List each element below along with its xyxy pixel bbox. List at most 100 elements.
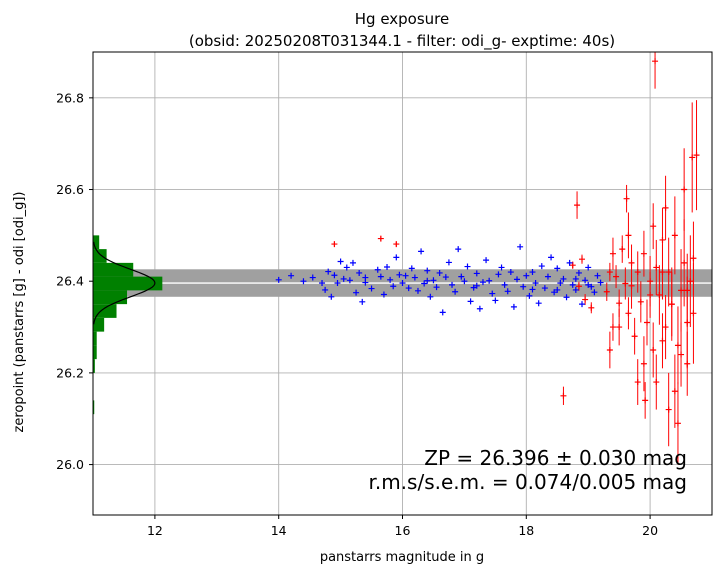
rejected-point	[659, 337, 666, 344]
histogram-bar	[93, 345, 97, 360]
rejected-point	[668, 301, 675, 308]
used-point	[362, 274, 369, 281]
rejected-point	[625, 232, 632, 239]
used-point	[319, 280, 326, 287]
used-point	[504, 288, 511, 295]
used-point	[529, 286, 536, 293]
used-point	[380, 291, 387, 298]
used-point	[411, 274, 418, 281]
chart-title-line2: (obsid: 20250208T031344.1 - filter: odi_…	[189, 32, 615, 51]
rejected-point	[653, 264, 660, 271]
histogram-bar	[93, 276, 163, 291]
used-point	[544, 273, 551, 280]
rejected-point	[574, 202, 581, 209]
used-point	[572, 286, 579, 293]
used-point	[523, 272, 530, 279]
used-point	[359, 298, 366, 305]
rejected-point	[619, 246, 626, 253]
rejected-point	[634, 379, 641, 386]
used-point	[399, 280, 406, 287]
used-point	[325, 268, 332, 275]
used-point	[421, 280, 428, 287]
used-point	[464, 263, 471, 270]
rejected-point	[616, 324, 623, 331]
rejected-point	[665, 406, 672, 413]
used-point	[551, 289, 558, 296]
used-point	[309, 274, 316, 281]
rejected-point	[678, 287, 685, 294]
used-point	[554, 265, 561, 272]
used-point	[535, 300, 542, 307]
rejected-point	[674, 342, 681, 349]
x-tick-label: 16	[395, 523, 411, 538]
rejected-point	[606, 346, 613, 353]
used-point	[334, 280, 341, 287]
rejected-point	[625, 310, 632, 317]
rms-annotation: r.m.s/s.e.m. = 0.074/0.005 mag	[368, 470, 687, 494]
rejected-point	[569, 262, 576, 269]
rejected-point	[662, 204, 669, 211]
rejected-point	[609, 324, 616, 331]
used-point	[288, 272, 295, 279]
rejected-point	[609, 250, 616, 257]
rejected-point	[640, 360, 647, 367]
rejected-point	[613, 273, 620, 280]
zp-annotation: ZP = 26.396 ± 0.030 mag	[424, 446, 687, 470]
used-point	[384, 263, 391, 270]
used-point	[374, 266, 381, 273]
used-point	[393, 254, 400, 261]
rejected-point	[690, 255, 697, 262]
used-point	[492, 297, 499, 304]
x-tick-label: 18	[518, 523, 534, 538]
used-point	[510, 303, 517, 310]
gaussian-curve	[93, 241, 156, 325]
rejected-point	[678, 351, 685, 358]
used-point	[588, 283, 595, 290]
rejected-point	[684, 360, 691, 367]
rejected-point	[634, 269, 641, 276]
used-point	[343, 264, 350, 271]
rejected-point	[656, 291, 663, 298]
used-point	[579, 301, 586, 308]
x-axis-label: panstarrs magnitude in g	[320, 550, 484, 565]
rejected-point	[377, 235, 384, 242]
rejected-point	[640, 250, 647, 257]
rejected-point	[684, 287, 691, 294]
histogram-bar	[93, 304, 117, 318]
plot-inner	[93, 52, 712, 515]
used-point	[396, 271, 403, 278]
rejected-point	[652, 58, 659, 65]
x-tick-label: 20	[642, 523, 658, 538]
used-point	[557, 280, 564, 287]
used-point	[362, 279, 369, 286]
y-axis-label: zeropoint (panstarrs [g] - odi [odi_g])	[12, 192, 27, 433]
histogram-bar	[93, 359, 95, 373]
used-point	[569, 281, 576, 288]
used-point	[458, 273, 465, 280]
used-point	[433, 284, 440, 291]
rejected-point	[665, 269, 672, 276]
used-point	[387, 276, 394, 283]
used-point	[486, 277, 493, 284]
rejected-point	[659, 269, 666, 276]
rejected-point	[671, 232, 678, 239]
used-point	[353, 289, 360, 296]
used-point	[418, 248, 425, 255]
used-point	[476, 305, 483, 312]
rejected-point	[674, 420, 681, 427]
rejected-point	[579, 256, 586, 263]
rejected-point	[616, 300, 623, 307]
used-point	[427, 293, 434, 300]
used-point	[585, 281, 592, 288]
x-tick-label: 12	[147, 523, 163, 538]
used-point	[582, 277, 589, 284]
used-point	[439, 309, 446, 316]
used-point	[572, 275, 579, 282]
rejected-point	[644, 319, 651, 326]
used-point	[424, 277, 431, 284]
histogram-bar	[93, 235, 100, 250]
rejected-point	[606, 269, 613, 276]
x-tick-label: 14	[271, 523, 287, 538]
rejected-point	[603, 288, 610, 295]
used-point	[554, 286, 561, 293]
